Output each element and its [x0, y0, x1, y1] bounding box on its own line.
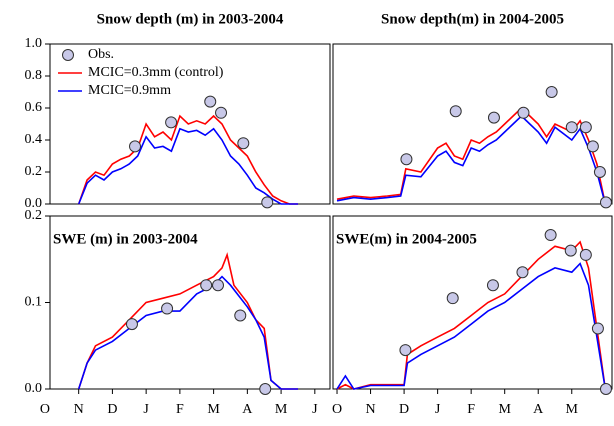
obs-point: [565, 121, 578, 134]
obs-point: [237, 137, 250, 150]
obs-point: [517, 106, 530, 119]
obs-point: [449, 105, 462, 118]
panel-title: Snow depth (m) in 2003-2004: [97, 11, 284, 27]
y-tick-label: 0.2: [25, 208, 43, 223]
series-line: [336, 262, 607, 390]
obs-point: [591, 322, 604, 335]
obs-point: [125, 318, 138, 331]
legend-label: MCIC=0.9mm: [88, 83, 171, 98]
y-tick-label: 0.8: [25, 68, 43, 83]
obs-point: [200, 279, 213, 292]
y-tick-label: 0.6: [25, 100, 43, 115]
obs-point: [487, 111, 500, 124]
x-tick-label: N: [74, 402, 84, 417]
legend-label: MCIC=0.3mm (control): [88, 65, 224, 80]
panel-title: Snow depth(m) in 2004-2005: [381, 11, 564, 27]
obs-point: [161, 302, 174, 315]
plot-frame: [49, 43, 331, 205]
x-tick-label: J: [143, 402, 149, 417]
series-line: [336, 240, 607, 390]
obs-point: [599, 383, 612, 395]
obs-point: [215, 106, 228, 119]
legend-label: Obs.: [88, 47, 114, 62]
obs-point: [486, 279, 499, 292]
obs-point: [564, 244, 577, 257]
x-tick-label: A: [242, 402, 253, 417]
obs-point: [593, 166, 606, 178]
x-tick-label: O: [332, 402, 342, 417]
obs-point: [212, 279, 224, 292]
obs-point: [544, 229, 557, 242]
obs-point: [165, 116, 178, 129]
obs-point: [204, 95, 217, 108]
obs-point: [259, 383, 272, 395]
x-tick-label: F: [176, 402, 184, 417]
x-tick-label: M: [207, 402, 220, 417]
x-tick-label: M: [275, 402, 288, 417]
x-tick-label: D: [107, 402, 117, 417]
obs-point: [516, 266, 529, 279]
panel-title: SWE (m) in 2003-2004: [53, 231, 198, 247]
y-tick-label: 0.0: [25, 196, 43, 211]
obs-point: [261, 196, 274, 209]
series-line: [77, 252, 298, 390]
x-tick-label: A: [533, 402, 544, 417]
obs-point: [586, 140, 599, 153]
series-line: [336, 114, 607, 205]
plot-frame: [332, 43, 613, 205]
obs-point: [400, 153, 413, 166]
panel-title: SWE(m) in 2004-2005: [336, 231, 477, 247]
obs-point: [446, 292, 459, 305]
x-tick-label: J: [312, 402, 318, 417]
series-line: [77, 127, 298, 205]
x-tick-label: M: [566, 402, 579, 417]
obs-point: [579, 248, 592, 261]
x-tick-label: F: [467, 402, 475, 417]
plot-frame: [332, 215, 613, 390]
y-tick-label: 0.1: [25, 295, 43, 310]
x-tick-label: N: [365, 402, 375, 417]
x-tick-label: J: [435, 402, 441, 417]
series-line: [77, 114, 298, 205]
y-tick-label: 0.4: [25, 132, 43, 147]
obs-point: [599, 196, 612, 209]
obs-point: [129, 140, 142, 153]
y-tick-label: 0.2: [25, 164, 43, 179]
obs-point: [234, 309, 247, 322]
obs-point: [545, 86, 558, 98]
x-tick-label: M: [498, 402, 511, 417]
series-line: [336, 106, 607, 205]
y-tick-label: 0.0: [25, 381, 43, 396]
x-tick-label: O: [40, 402, 50, 417]
y-tick-label: 1.0: [25, 36, 43, 51]
legend-marker: [62, 49, 74, 61]
x-tick-label: D: [399, 402, 409, 417]
obs-point: [399, 344, 412, 357]
obs-point: [579, 121, 592, 134]
